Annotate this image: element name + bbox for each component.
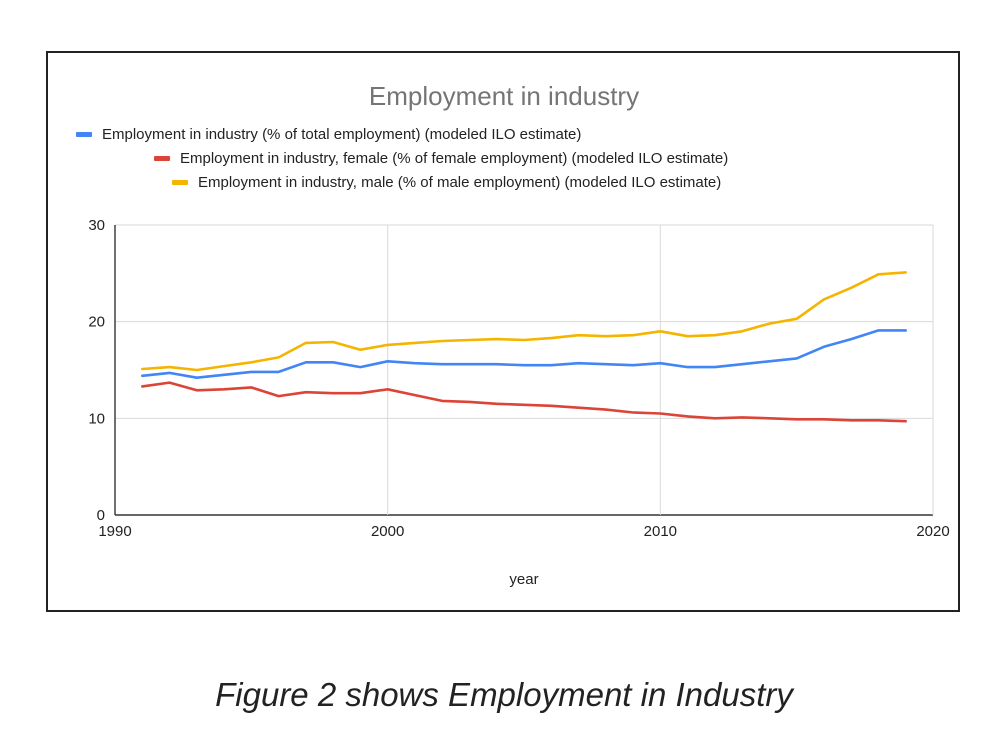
grid bbox=[114, 224, 934, 516]
y-axis: 0 10 20 30 bbox=[88, 217, 105, 524]
y-tick-label: 10 bbox=[88, 410, 105, 427]
figure-caption: Figure 2 shows Employment in Industry bbox=[215, 676, 793, 713]
x-tick-label: 2000 bbox=[371, 523, 404, 540]
legend-label: Employment in industry (% of total emplo… bbox=[102, 126, 581, 143]
y-tick-label: 30 bbox=[88, 217, 105, 234]
legend-swatch bbox=[76, 132, 92, 137]
x-axis-label: year bbox=[509, 571, 538, 588]
x-axis: 1990 2000 2010 2020 bbox=[98, 523, 949, 540]
series-line bbox=[141, 329, 908, 380]
y-tick-label: 0 bbox=[97, 507, 105, 524]
legend-swatch bbox=[154, 156, 170, 161]
x-tick-label: 2020 bbox=[916, 523, 949, 540]
x-tick-label: 2010 bbox=[644, 523, 677, 540]
legend-label: Employment in industry, male (% of male … bbox=[198, 174, 721, 191]
legend: Employment in industry (% of total emplo… bbox=[76, 126, 728, 191]
chart-title: Employment in industry bbox=[369, 81, 639, 111]
series-line bbox=[141, 271, 908, 372]
chart-frame: Employment in industry Employment in ind… bbox=[46, 51, 960, 612]
chart-svg: Employment in industry Employment in ind… bbox=[76, 81, 950, 588]
y-tick-label: 20 bbox=[88, 314, 105, 331]
series-line bbox=[141, 381, 908, 423]
series-lines bbox=[141, 271, 908, 423]
x-tick-label: 1990 bbox=[98, 523, 131, 540]
legend-swatch bbox=[172, 180, 188, 185]
legend-label: Employment in industry, female (% of fem… bbox=[180, 150, 728, 167]
